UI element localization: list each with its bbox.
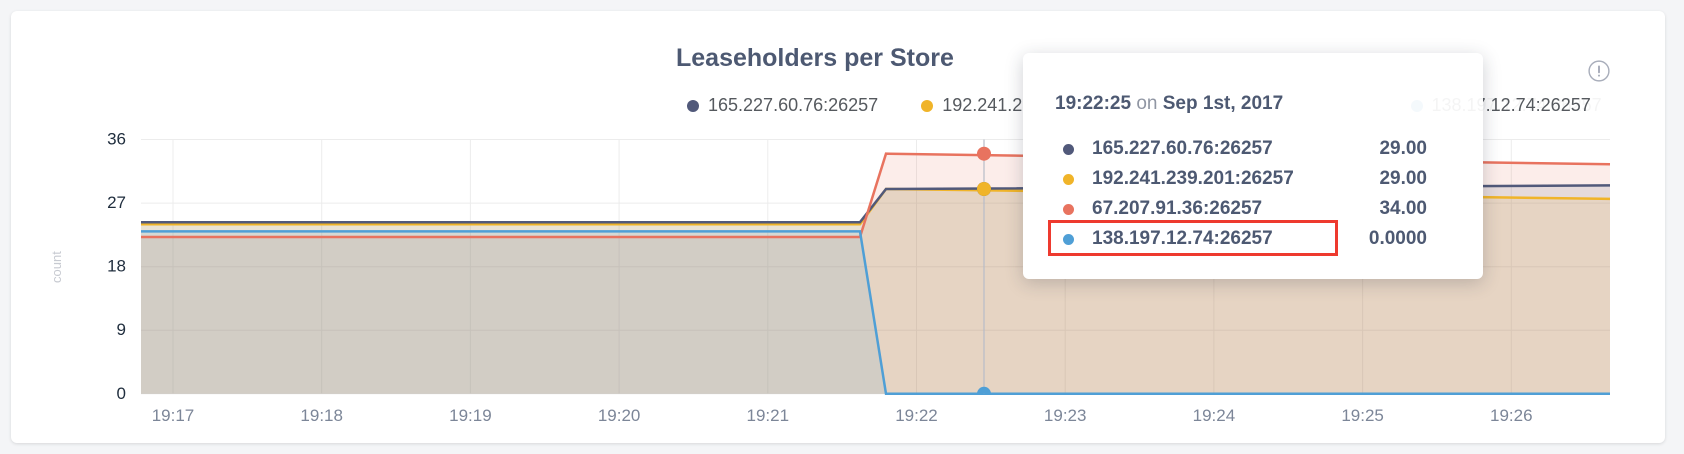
svg-text:19:18: 19:18 xyxy=(300,406,343,425)
svg-text:19:26: 19:26 xyxy=(1490,406,1533,425)
svg-text:19:24: 19:24 xyxy=(1193,406,1236,425)
svg-text:19:21: 19:21 xyxy=(747,406,790,425)
svg-text:18: 18 xyxy=(107,257,126,276)
svg-text:36: 36 xyxy=(107,130,126,149)
svg-text:19:23: 19:23 xyxy=(1044,406,1087,425)
svg-text:19:22: 19:22 xyxy=(895,406,938,425)
svg-text:0: 0 xyxy=(117,384,126,403)
svg-text:27: 27 xyxy=(107,193,126,212)
svg-text:9: 9 xyxy=(117,320,126,339)
svg-text:19:25: 19:25 xyxy=(1341,406,1384,425)
svg-text:19:19: 19:19 xyxy=(449,406,492,425)
svg-text:19:17: 19:17 xyxy=(152,406,195,425)
svg-text:19:20: 19:20 xyxy=(598,406,641,425)
